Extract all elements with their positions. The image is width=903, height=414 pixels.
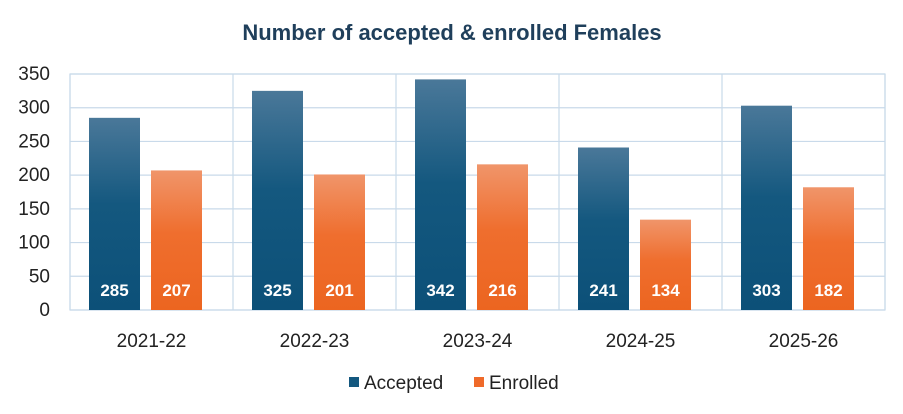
data-label-accepted-2022-23: 325 — [263, 281, 291, 300]
bar-enrolled-2022-23 — [314, 174, 365, 310]
data-label-enrolled-2023-24: 216 — [488, 281, 516, 300]
y-tick-label: 250 — [18, 131, 50, 152]
y-tick-label: 150 — [18, 199, 50, 220]
data-label-enrolled-2025-26: 182 — [814, 281, 842, 300]
data-label-accepted-2023-24: 342 — [426, 281, 454, 300]
bar-accepted-2022-23 — [252, 90, 303, 310]
data-label-accepted-2025-26: 303 — [752, 281, 780, 300]
data-label-enrolled-2021-22: 207 — [162, 281, 190, 300]
data-labels: 285 207 325 201 342 216 241 134 303 182 — [100, 281, 842, 300]
y-axis-ticks: 0 50 100 150 200 250 300 350 — [18, 64, 50, 321]
chart-title: Number of accepted & enrolled Females — [242, 20, 661, 45]
bar-enrolled-2023-24 — [477, 164, 528, 310]
bars — [89, 79, 854, 310]
y-tick-label: 100 — [18, 233, 50, 254]
bar-accepted-2024-25 — [578, 147, 629, 310]
legend-swatch-enrolled — [474, 377, 484, 387]
bar-accepted-2021-22 — [89, 117, 140, 310]
bar-enrolled-2025-26 — [803, 187, 854, 310]
data-label-enrolled-2024-25: 134 — [651, 281, 680, 300]
legend-label-accepted: Accepted — [364, 373, 443, 394]
x-axis-ticks: 2021-22 2022-23 2023-24 2024-25 2025-26 — [117, 331, 839, 352]
legend-label-enrolled: Enrolled — [489, 373, 559, 394]
y-tick-label: 300 — [18, 98, 50, 119]
bar-enrolled-2024-25 — [640, 219, 691, 310]
x-tick-label: 2021-22 — [117, 331, 187, 352]
bar-enrolled-2021-22 — [151, 170, 202, 310]
bar-accepted-2023-24 — [415, 79, 466, 310]
data-label-enrolled-2022-23: 201 — [325, 281, 353, 300]
y-tick-label: 200 — [18, 165, 50, 186]
x-tick-label: 2022-23 — [280, 331, 350, 352]
legend-swatch-accepted — [349, 377, 359, 387]
bar-accepted-2025-26 — [741, 105, 792, 310]
x-tick-label: 2025-26 — [769, 331, 839, 352]
y-tick-label: 50 — [29, 266, 50, 287]
y-tick-label: 350 — [18, 64, 50, 85]
y-tick-label: 0 — [39, 300, 50, 321]
data-label-accepted-2021-22: 285 — [100, 281, 128, 300]
x-tick-label: 2023-24 — [443, 331, 513, 352]
data-label-accepted-2024-25: 241 — [589, 281, 617, 300]
x-tick-label: 2024-25 — [606, 331, 676, 352]
legend: Accepted Enrolled — [349, 373, 559, 394]
